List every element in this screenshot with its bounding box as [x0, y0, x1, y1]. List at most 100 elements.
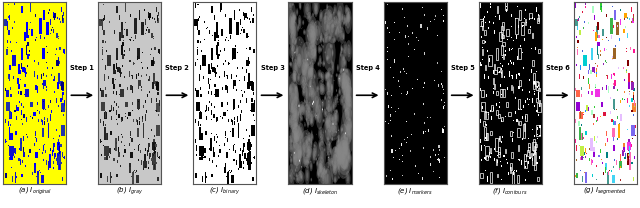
Ellipse shape — [324, 168, 325, 173]
Ellipse shape — [297, 53, 301, 68]
Ellipse shape — [327, 82, 330, 92]
FancyBboxPatch shape — [628, 73, 630, 84]
Ellipse shape — [320, 134, 324, 146]
FancyBboxPatch shape — [593, 114, 595, 118]
FancyBboxPatch shape — [138, 80, 141, 85]
FancyBboxPatch shape — [111, 105, 112, 111]
FancyBboxPatch shape — [584, 156, 586, 158]
Ellipse shape — [309, 92, 310, 97]
Ellipse shape — [310, 137, 312, 147]
Ellipse shape — [292, 128, 298, 139]
FancyBboxPatch shape — [529, 79, 530, 81]
Ellipse shape — [319, 48, 320, 51]
Ellipse shape — [318, 168, 328, 188]
FancyBboxPatch shape — [606, 152, 609, 158]
Ellipse shape — [298, 75, 300, 80]
Ellipse shape — [298, 26, 299, 30]
FancyBboxPatch shape — [63, 14, 64, 16]
Ellipse shape — [311, 91, 313, 94]
Ellipse shape — [326, 57, 328, 60]
Ellipse shape — [320, 166, 321, 170]
Ellipse shape — [292, 26, 296, 40]
Ellipse shape — [338, 76, 340, 84]
FancyBboxPatch shape — [53, 161, 54, 164]
FancyBboxPatch shape — [10, 137, 11, 140]
FancyBboxPatch shape — [605, 167, 607, 169]
Ellipse shape — [342, 128, 343, 130]
Ellipse shape — [293, 130, 296, 136]
FancyBboxPatch shape — [200, 94, 202, 97]
Ellipse shape — [291, 172, 292, 179]
FancyBboxPatch shape — [214, 71, 215, 73]
Ellipse shape — [313, 101, 314, 103]
Ellipse shape — [304, 100, 305, 103]
Ellipse shape — [300, 176, 302, 180]
Ellipse shape — [341, 46, 342, 51]
FancyBboxPatch shape — [616, 22, 619, 35]
Ellipse shape — [328, 73, 329, 75]
FancyBboxPatch shape — [586, 131, 587, 135]
FancyBboxPatch shape — [106, 94, 107, 97]
Ellipse shape — [319, 59, 321, 63]
Ellipse shape — [343, 58, 344, 59]
Ellipse shape — [291, 63, 292, 67]
FancyBboxPatch shape — [37, 86, 38, 93]
Ellipse shape — [344, 18, 345, 20]
FancyBboxPatch shape — [441, 83, 442, 85]
FancyBboxPatch shape — [132, 172, 134, 184]
FancyBboxPatch shape — [536, 7, 537, 12]
FancyBboxPatch shape — [231, 119, 232, 122]
FancyBboxPatch shape — [6, 102, 10, 111]
Ellipse shape — [298, 104, 300, 107]
Ellipse shape — [326, 113, 333, 132]
FancyBboxPatch shape — [234, 120, 236, 125]
Ellipse shape — [331, 86, 333, 93]
Ellipse shape — [306, 90, 307, 97]
Ellipse shape — [316, 29, 319, 36]
FancyBboxPatch shape — [23, 147, 24, 154]
FancyBboxPatch shape — [129, 167, 131, 173]
FancyBboxPatch shape — [225, 14, 227, 17]
Ellipse shape — [331, 113, 334, 122]
Ellipse shape — [312, 32, 313, 36]
FancyBboxPatch shape — [104, 127, 106, 140]
FancyBboxPatch shape — [614, 80, 616, 85]
FancyBboxPatch shape — [240, 179, 241, 181]
FancyBboxPatch shape — [61, 125, 65, 136]
Ellipse shape — [321, 74, 324, 80]
Ellipse shape — [299, 153, 301, 162]
Ellipse shape — [341, 47, 342, 51]
FancyBboxPatch shape — [580, 87, 582, 90]
Ellipse shape — [342, 157, 343, 162]
FancyBboxPatch shape — [585, 110, 586, 112]
Ellipse shape — [310, 164, 312, 168]
Ellipse shape — [343, 103, 346, 110]
Ellipse shape — [318, 9, 333, 43]
FancyBboxPatch shape — [136, 119, 138, 122]
Ellipse shape — [342, 15, 343, 21]
Ellipse shape — [315, 4, 317, 9]
Ellipse shape — [321, 44, 322, 46]
Ellipse shape — [318, 47, 321, 52]
Ellipse shape — [300, 151, 301, 156]
FancyBboxPatch shape — [595, 89, 600, 97]
FancyBboxPatch shape — [575, 139, 577, 143]
FancyBboxPatch shape — [516, 74, 517, 79]
Ellipse shape — [314, 75, 315, 78]
FancyBboxPatch shape — [105, 41, 106, 43]
FancyBboxPatch shape — [240, 114, 241, 120]
Ellipse shape — [344, 136, 349, 155]
Ellipse shape — [305, 87, 308, 100]
FancyBboxPatch shape — [121, 72, 122, 74]
FancyBboxPatch shape — [506, 9, 507, 12]
FancyBboxPatch shape — [438, 158, 439, 161]
FancyBboxPatch shape — [13, 21, 15, 23]
Ellipse shape — [301, 77, 305, 86]
Ellipse shape — [343, 37, 344, 40]
FancyBboxPatch shape — [148, 144, 150, 147]
FancyBboxPatch shape — [50, 114, 51, 120]
FancyBboxPatch shape — [120, 165, 122, 167]
Ellipse shape — [312, 141, 319, 161]
FancyBboxPatch shape — [155, 151, 156, 153]
FancyBboxPatch shape — [493, 107, 494, 111]
